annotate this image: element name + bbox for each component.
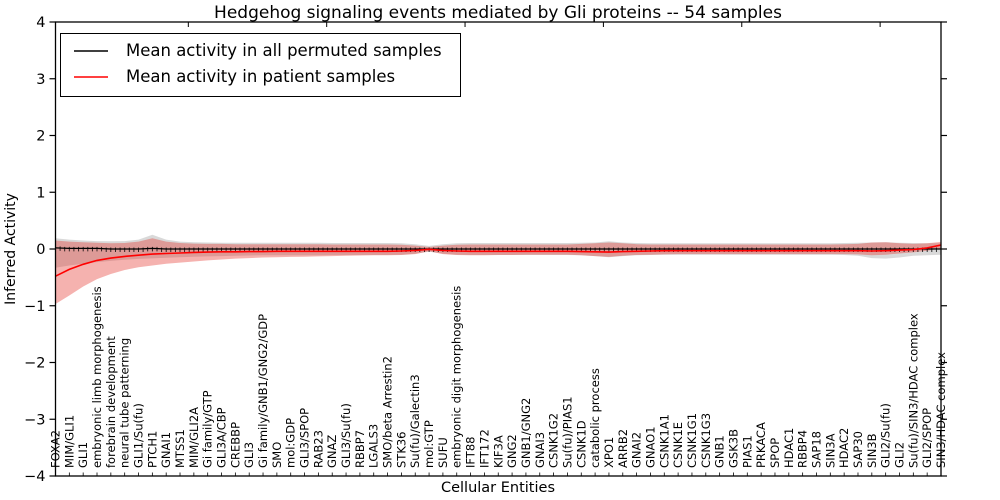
x-category-label: CREBBP	[228, 422, 242, 468]
x-category-label: PRKACA	[754, 422, 768, 468]
x-category-label: Gi family/GTP	[201, 390, 215, 468]
x-category-label: SMO	[270, 442, 284, 468]
x-category-label: forebrain development	[104, 336, 118, 468]
x-category-label: GLI2	[893, 442, 907, 468]
y-tick-label: 1	[36, 185, 45, 201]
x-category-label: PIAS1	[740, 435, 754, 468]
x-category-label: GNG2	[505, 434, 519, 468]
x-category-label: CSNK1G3	[699, 413, 713, 468]
x-category-label: MIM/GLI2A	[187, 407, 201, 468]
x-category-label: catabolic process	[588, 368, 602, 468]
y-tick-label: −3	[24, 412, 45, 428]
x-category-label: MIM/GLI1	[62, 415, 76, 468]
x-category-label: GNAZ	[325, 435, 339, 468]
x-category-label: RAB23	[311, 430, 325, 468]
x-category-label: HDAC1	[782, 428, 796, 468]
x-category-label: MTSS1	[173, 429, 187, 468]
x-category-label: CSNK1G1	[685, 413, 699, 468]
x-category-label: CSNK1D	[574, 420, 588, 468]
x-category-label: GLI1/Su(fu)	[132, 403, 146, 468]
x-category-label: STK36	[394, 432, 408, 469]
x-category-label: GLI3/SPOP	[298, 408, 312, 468]
x-category-label: SIN3B	[865, 433, 879, 468]
x-category-label: GLI2/SPOP	[920, 408, 934, 468]
x-category-label: XPO1	[602, 437, 616, 468]
y-tick-label: −2	[24, 356, 45, 372]
x-category-label: Su(fu)/PIAS1	[560, 396, 574, 468]
x-category-label: CSNK1A1	[657, 414, 671, 468]
x-category-label: GLI3A/CBP	[215, 407, 229, 468]
x-category-label: FOXA2	[49, 430, 63, 468]
x-category-label: Su(fu)/Galectin3	[408, 374, 422, 468]
x-category-label: LGALS3	[367, 424, 381, 468]
x-category-label: IFT88	[464, 437, 478, 468]
x-category-label: embryonic digit morphogenesis	[450, 286, 464, 468]
x-category-label: IFT172	[477, 429, 491, 468]
legend: Mean activity in all permuted samples Me…	[60, 33, 461, 97]
x-category-label: SIN3/HDAC complex	[934, 352, 948, 468]
x-category-label: GLI2/Su(fu)	[879, 403, 893, 468]
patient-mean-line	[55, 244, 942, 277]
patient-range-band	[55, 238, 941, 304]
y-tick-label: 0	[36, 242, 45, 258]
y-tick-label: 3	[36, 72, 45, 88]
x-axis-label: Cellular Entities	[440, 480, 556, 496]
x-category-label: GLI3/Su(fu)	[339, 403, 353, 468]
x-category-label: RBBP7	[353, 430, 367, 468]
x-category-label: GNB1/GNG2	[519, 398, 533, 468]
x-category-label: GNAI3	[533, 432, 547, 468]
x-category-label: GSK3B	[727, 429, 741, 468]
x-category-label: GNAI1	[159, 432, 173, 468]
x-category-label: SUFU	[436, 437, 450, 468]
x-category-label: SPOP	[768, 438, 782, 468]
x-category-label: GLI1	[76, 442, 90, 468]
x-category-label: embryonic limb morphogenesis	[90, 286, 104, 468]
legend-item-permuted: Mean activity in all permuted samples	[73, 41, 442, 61]
x-category-label: RBBP4	[796, 430, 810, 468]
x-category-label: Gi family/GNB1/GNG2/GDP	[256, 314, 270, 468]
x-category-label: GNAI2	[630, 432, 644, 468]
x-category-label: SAP30	[851, 431, 865, 468]
x-category-label: PTCH1	[145, 431, 159, 468]
permuted-line-swatch	[74, 50, 108, 53]
y-tick-label: 2	[36, 129, 45, 145]
x-category-label: ARRB2	[616, 429, 630, 468]
x-category-label: KIF3A	[491, 435, 505, 468]
legend-label-permuted: Mean activity in all permuted samples	[126, 41, 442, 60]
x-category-label: GNAO1	[643, 426, 657, 468]
x-category-label: Su(fu)/SIN3/HDAC complex	[906, 313, 920, 468]
y-tick-label: −4	[24, 469, 45, 485]
patient-line-swatch	[74, 76, 108, 79]
x-category-label: GLI3	[242, 442, 256, 468]
legend-label-patient: Mean activity in patient samples	[126, 66, 396, 86]
x-category-label: SIN3A	[823, 433, 837, 468]
x-category-label: mol:GTP	[422, 420, 436, 468]
x-category-label: neural tube patterning	[118, 338, 132, 468]
y-tick-label: 4	[36, 15, 45, 31]
x-category-label: CSNK1G2	[547, 413, 561, 468]
x-category-label: SMO/beta Arrestin2	[381, 356, 395, 468]
x-category-label: SAP18	[810, 431, 824, 468]
x-category-label: mol:GDP	[284, 418, 298, 468]
x-category-label: GNB1	[713, 435, 727, 468]
x-category-label: CSNK1E	[671, 422, 685, 468]
legend-item-patient: Mean activity in patient samples	[73, 66, 442, 87]
y-tick-label: −1	[24, 299, 45, 315]
chart-title: Hedgehog signaling events mediated by Gl…	[214, 3, 782, 23]
x-category-label: HDAC2	[837, 428, 851, 468]
